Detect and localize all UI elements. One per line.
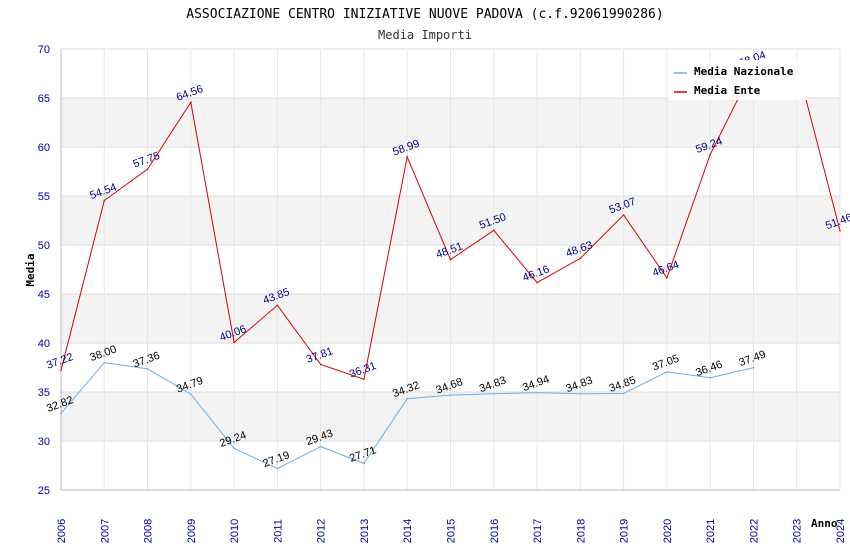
data-point xyxy=(666,277,668,279)
data-point xyxy=(622,392,625,395)
data-point xyxy=(190,101,192,104)
x-axis-label: Anno xyxy=(811,517,838,530)
data-point xyxy=(363,378,365,380)
x-tick-label: 2015 xyxy=(446,519,458,543)
legend-box xyxy=(668,60,808,100)
y-tick-label: 55 xyxy=(38,191,50,203)
x-tick-label: 2008 xyxy=(143,519,155,543)
axes xyxy=(60,49,840,491)
legend: Media Nazionale Media Ente xyxy=(668,60,808,100)
x-tick-label: 2012 xyxy=(316,519,328,543)
data-point xyxy=(233,341,235,344)
y-tick-label: 30 xyxy=(38,436,50,448)
y-tick-label: 70 xyxy=(38,44,50,56)
data-point xyxy=(536,391,538,394)
x-tick-label: 2022 xyxy=(748,519,760,543)
y-tick-label: 50 xyxy=(38,240,50,252)
data-point xyxy=(233,447,235,450)
data-point xyxy=(319,445,322,448)
x-tick-label: 2014 xyxy=(402,519,414,543)
y-tick-label: 45 xyxy=(38,289,50,301)
chart-subtitle: Media Importi xyxy=(378,28,472,42)
x-tick-label: 2016 xyxy=(489,519,501,543)
data-point xyxy=(579,392,582,395)
x-tick-labels: 2006 2007 2008 2009 2010 2011 2012 2013 2014 2015… xyxy=(56,519,847,543)
data-point xyxy=(449,258,452,261)
legend-label-nazionale: Media Nazionale xyxy=(694,65,794,78)
x-tick-label: 2018 xyxy=(575,519,587,543)
y-tick-labels: 25 30 35 40 45 50 55 60 65 70 xyxy=(38,44,50,497)
data-point xyxy=(449,394,452,396)
data-point xyxy=(536,281,538,284)
data-point xyxy=(60,412,62,415)
legend-label-ente: Media Ente xyxy=(694,84,761,97)
x-tick-label: 2006 xyxy=(56,519,68,543)
data-point xyxy=(319,363,322,366)
data-point xyxy=(752,366,755,369)
data-point xyxy=(839,229,841,232)
data-point xyxy=(492,392,495,395)
data-point xyxy=(103,361,106,364)
y-tick-label: 35 xyxy=(38,387,50,399)
x-tick-label: 2019 xyxy=(619,519,631,543)
y-tick-label: 60 xyxy=(38,142,50,154)
grid-lines xyxy=(60,48,841,491)
data-point xyxy=(276,304,279,307)
chart-title: ASSOCIAZIONE CENTRO INIZIATIVE NUOVE PAD… xyxy=(186,7,663,22)
data-point xyxy=(492,229,495,232)
y-tick-label: 25 xyxy=(38,485,50,497)
data-point xyxy=(709,153,711,156)
y-tick-label: 65 xyxy=(38,93,50,105)
data-point xyxy=(146,168,149,170)
data-point xyxy=(622,214,625,216)
x-tick-label: 2011 xyxy=(272,519,284,543)
data-point xyxy=(60,369,62,372)
data-point xyxy=(406,397,409,400)
y-tick-label: 40 xyxy=(38,338,50,350)
data-point xyxy=(363,462,365,465)
data-point xyxy=(276,467,279,470)
x-tick-label: 2021 xyxy=(705,519,717,543)
x-tick-label: 2024 xyxy=(835,519,847,543)
data-point xyxy=(666,371,668,373)
x-tick-label: 2023 xyxy=(792,519,804,543)
x-tick-label: 2020 xyxy=(662,519,674,543)
y-axis-label: Media xyxy=(24,253,37,286)
data-point xyxy=(579,257,582,260)
x-tick-label: 2013 xyxy=(359,519,371,543)
x-tick-label: 2009 xyxy=(186,519,198,543)
x-tick-label: 2017 xyxy=(532,519,544,543)
series-lines xyxy=(60,62,841,470)
data-point xyxy=(406,156,409,158)
x-tick-label: 2007 xyxy=(99,519,111,543)
data-point xyxy=(190,393,192,395)
data-point xyxy=(709,376,711,379)
data-point xyxy=(146,368,149,370)
x-tick-label: 2010 xyxy=(229,519,241,543)
data-point xyxy=(103,199,106,202)
